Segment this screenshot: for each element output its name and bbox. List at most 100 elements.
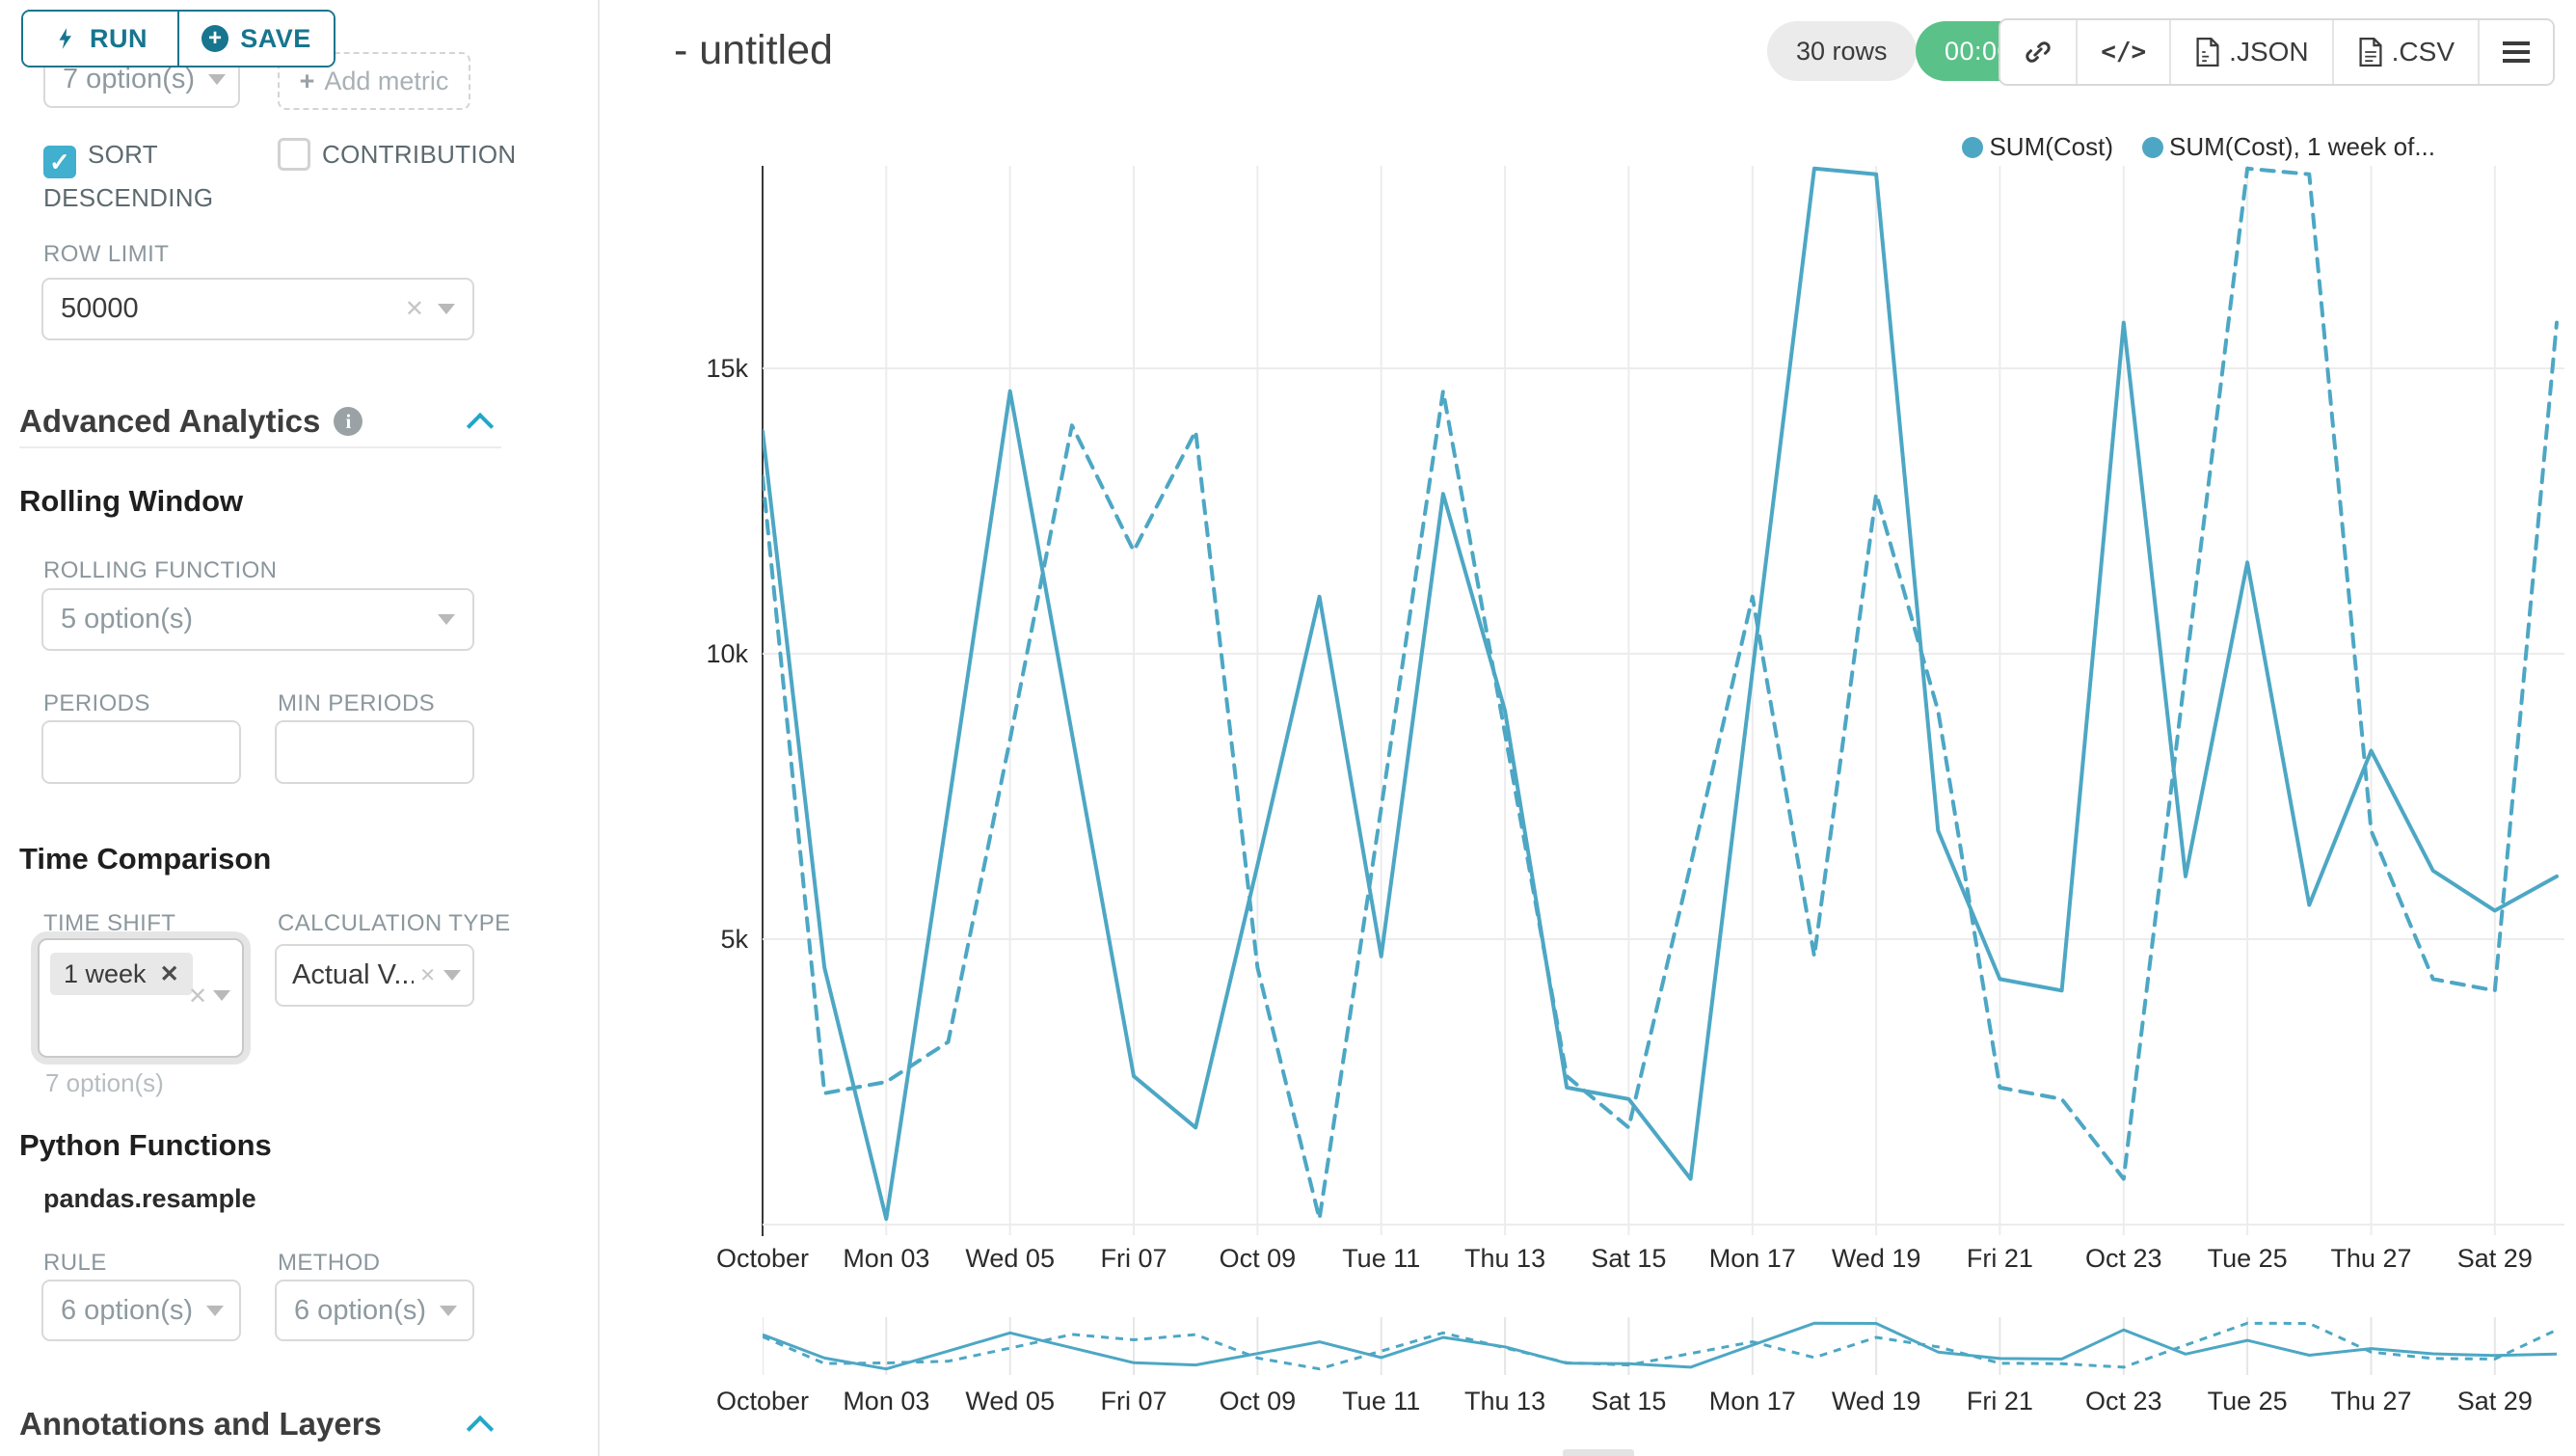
x-tick-label: Oct 09 bbox=[1219, 1387, 1297, 1416]
save-button-label: SAVE bbox=[240, 23, 311, 53]
chart-title[interactable]: - untitled bbox=[674, 27, 833, 73]
file-json-icon bbox=[2196, 38, 2219, 67]
x-tick-label: Mon 17 bbox=[1708, 1244, 1796, 1273]
rolling-function-value: 5 option(s) bbox=[61, 604, 194, 634]
mini-series-line-dashed bbox=[763, 1321, 2558, 1371]
calculation-type-label: CALCULATION TYPE bbox=[278, 910, 511, 936]
calculation-type-select[interactable]: Actual V... ✕ bbox=[275, 944, 474, 1007]
series-line-solid bbox=[763, 166, 2559, 1222]
x-tick-label: Oct 23 bbox=[2085, 1244, 2162, 1273]
advanced-analytics-header[interactable]: Advanced Analytics i bbox=[19, 403, 363, 440]
x-tick-label: Oct 23 bbox=[2085, 1387, 2162, 1416]
clear-icon[interactable]: ✕ bbox=[404, 296, 424, 322]
chart-menu-button[interactable] bbox=[2478, 20, 2553, 84]
collapse-chevron-up-icon[interactable] bbox=[466, 1415, 495, 1443]
data-panel-drag-handle[interactable] bbox=[1563, 1449, 1634, 1456]
periods-label: PERIODS bbox=[43, 690, 150, 716]
rule-label: RULE bbox=[43, 1250, 107, 1276]
x-tick-label: Tue 25 bbox=[2207, 1244, 2288, 1273]
collapse-chevron-up-icon[interactable] bbox=[466, 412, 495, 441]
lightning-bolt-icon bbox=[59, 28, 71, 49]
legend-item[interactable]: SUM(Cost), 1 week of... bbox=[2142, 132, 2435, 162]
x-tick-label: Sat 15 bbox=[1591, 1387, 1667, 1416]
series-line-dashed bbox=[763, 166, 2559, 1222]
row-limit-select[interactable]: 50000 ✕ bbox=[41, 278, 474, 340]
chevron-down-icon bbox=[438, 614, 455, 625]
add-metric-label: Add metric bbox=[324, 66, 449, 95]
export-csv-button[interactable]: .CSV bbox=[2331, 20, 2478, 84]
save-button[interactable]: + SAVE bbox=[177, 12, 334, 66]
main-chart-canvas[interactable] bbox=[763, 166, 2564, 1235]
time-shift-select[interactable]: 1 week ✕ ✕ bbox=[38, 938, 244, 1058]
embed-code-button[interactable]: </> bbox=[2076, 20, 2170, 84]
chevron-down-icon bbox=[213, 990, 230, 1001]
x-tick-label: Mon 03 bbox=[843, 1244, 930, 1273]
x-tick-label: Oct 09 bbox=[1219, 1244, 1297, 1273]
time-shift-tag[interactable]: 1 week ✕ bbox=[50, 953, 193, 995]
chevron-down-icon bbox=[438, 304, 455, 314]
x-tick-label: Thu 27 bbox=[2330, 1387, 2412, 1416]
x-tick-label: Mon 03 bbox=[843, 1387, 930, 1416]
y-tick-label: 15k bbox=[706, 354, 748, 383]
x-tick-label: Tue 25 bbox=[2207, 1387, 2288, 1416]
chevron-down-icon bbox=[206, 1305, 225, 1316]
rolling-window-title: Rolling Window bbox=[19, 484, 244, 518]
y-tick-label: 5k bbox=[720, 925, 748, 954]
x-tick-label: Thu 13 bbox=[1464, 1244, 1546, 1273]
x-tick-label: Wed 19 bbox=[1831, 1387, 1921, 1416]
chart-legend: SUM(Cost) SUM(Cost), 1 week of... bbox=[1962, 132, 2435, 162]
clear-icon[interactable]: ✕ bbox=[188, 984, 208, 1010]
x-tick-label: Fri 07 bbox=[1100, 1244, 1167, 1273]
link-icon bbox=[2026, 41, 2051, 63]
rolling-function-label: ROLLING FUNCTION bbox=[43, 557, 278, 583]
contribution-label: CONTRIBUTION bbox=[322, 140, 517, 169]
min-periods-input[interactable] bbox=[275, 720, 474, 784]
x-tick-label: October bbox=[715, 1387, 810, 1416]
sort-descending-label: SORT DESCENDING bbox=[43, 140, 214, 212]
csv-button-label: .CSV bbox=[2391, 37, 2455, 67]
rule-value: 6 option(s) bbox=[61, 1294, 194, 1326]
x-tick-label: Sat 29 bbox=[2456, 1387, 2533, 1416]
python-functions-title: Python Functions bbox=[19, 1128, 272, 1162]
run-button[interactable]: RUN bbox=[23, 12, 177, 66]
chevron-down-icon bbox=[443, 970, 461, 981]
min-periods-label: MIN PERIODS bbox=[278, 690, 436, 716]
contribution-checkbox[interactable]: CONTRIBUTION bbox=[278, 135, 586, 174]
section-divider bbox=[19, 446, 501, 448]
y-axis-line bbox=[762, 166, 764, 1236]
calculation-type-value: Actual V... bbox=[292, 959, 415, 990]
add-metric-button[interactable]: + Add metric bbox=[278, 52, 470, 110]
x-tick-label: Thu 13 bbox=[1464, 1387, 1546, 1416]
code-icon: </> bbox=[2101, 38, 2147, 67]
control-panel: RUN + SAVE 7 option(s) + Add metric ✓ SOR… bbox=[0, 0, 600, 1456]
export-json-button[interactable]: .JSON bbox=[2169, 20, 2332, 84]
hamburger-menu-icon bbox=[2503, 41, 2530, 63]
checkbox-checked-icon: ✓ bbox=[43, 146, 76, 178]
run-save-button-group: RUN + SAVE bbox=[21, 10, 335, 67]
rule-select[interactable]: 6 option(s) bbox=[41, 1280, 241, 1341]
mini-series-line-solid bbox=[763, 1321, 2558, 1371]
clear-icon[interactable]: ✕ bbox=[419, 965, 436, 986]
x-tick-label: Fri 07 bbox=[1100, 1387, 1167, 1416]
advanced-analytics-title: Advanced Analytics bbox=[19, 403, 321, 439]
legend-item[interactable]: SUM(Cost) bbox=[1962, 132, 2113, 162]
time-shift-hint: 7 option(s) bbox=[45, 1068, 164, 1097]
periods-input[interactable] bbox=[41, 720, 241, 784]
legend-swatch-icon bbox=[2142, 136, 2164, 158]
share-link-button[interactable] bbox=[2000, 20, 2077, 84]
time-shift-tag-label: 1 week bbox=[64, 958, 147, 988]
method-select[interactable]: 6 option(s) bbox=[275, 1280, 474, 1341]
x-tick-label: Wed 19 bbox=[1831, 1244, 1921, 1273]
rolling-function-select[interactable]: 5 option(s) bbox=[41, 588, 474, 651]
annotations-header[interactable]: Annotations and Layers bbox=[19, 1406, 382, 1443]
method-label: METHOD bbox=[278, 1250, 381, 1276]
sort-descending-checkbox[interactable]: ✓ SORT DESCENDING bbox=[43, 135, 284, 217]
pandas-resample-label: pandas.resample bbox=[43, 1184, 256, 1213]
mini-chart-brush[interactable] bbox=[763, 1317, 2564, 1375]
x-tick-label: October bbox=[715, 1244, 810, 1273]
run-button-label: RUN bbox=[90, 23, 148, 53]
tag-remove-icon[interactable]: ✕ bbox=[159, 960, 179, 987]
plus-icon: + bbox=[299, 66, 315, 95]
x-tick-label: Mon 17 bbox=[1708, 1387, 1796, 1416]
